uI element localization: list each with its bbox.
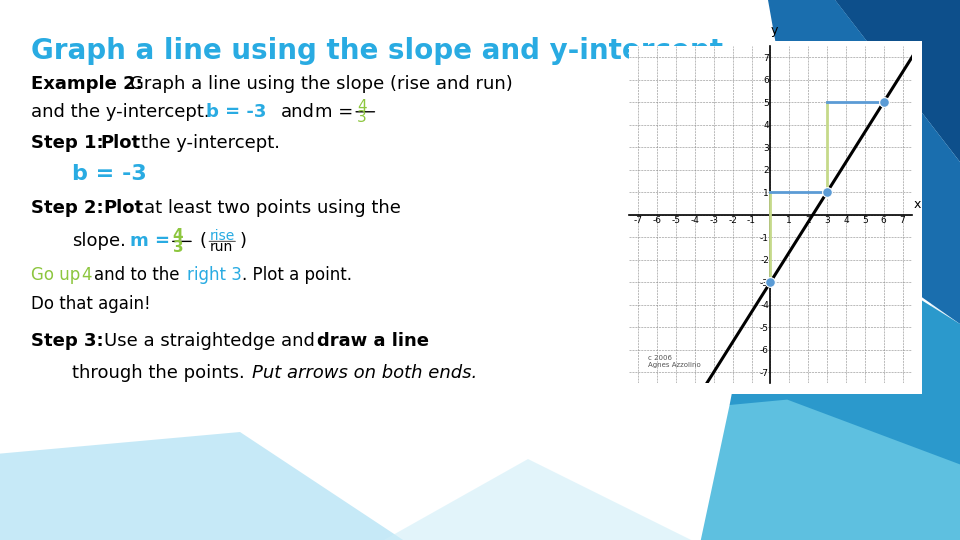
Text: ): ) bbox=[240, 232, 247, 251]
Text: draw a line: draw a line bbox=[317, 332, 429, 350]
Text: Plot: Plot bbox=[104, 199, 144, 217]
Text: 3: 3 bbox=[173, 240, 183, 255]
Text: rise: rise bbox=[209, 229, 234, 243]
Text: at least two points using the: at least two points using the bbox=[144, 199, 401, 217]
Text: Do that again!: Do that again! bbox=[31, 295, 151, 313]
Text: . Plot a point.: . Plot a point. bbox=[242, 266, 352, 285]
Text: y: y bbox=[771, 24, 778, 37]
Polygon shape bbox=[701, 400, 960, 540]
Text: right 3: right 3 bbox=[187, 266, 242, 285]
Text: Example 2:: Example 2: bbox=[31, 75, 142, 93]
Text: 4: 4 bbox=[173, 228, 183, 244]
Text: 4: 4 bbox=[357, 99, 367, 114]
Text: and the y-intercept.: and the y-intercept. bbox=[31, 103, 209, 121]
FancyBboxPatch shape bbox=[0, 0, 931, 540]
Text: Plot: Plot bbox=[101, 134, 141, 152]
Text: (: ( bbox=[200, 232, 206, 251]
Text: and to the: and to the bbox=[94, 266, 180, 285]
Text: Step 2:: Step 2: bbox=[31, 199, 104, 217]
Text: Use a straightedge and: Use a straightedge and bbox=[104, 332, 315, 350]
Text: m =: m = bbox=[130, 232, 170, 251]
Text: m =: m = bbox=[315, 103, 353, 121]
Text: 4: 4 bbox=[82, 266, 92, 285]
Text: slope.: slope. bbox=[72, 232, 126, 251]
Polygon shape bbox=[768, 0, 960, 324]
Text: x: x bbox=[914, 198, 922, 211]
Polygon shape bbox=[0, 432, 403, 540]
Polygon shape bbox=[730, 205, 960, 475]
Text: and: and bbox=[281, 103, 315, 121]
Text: c 2006
Agnes Azzolino: c 2006 Agnes Azzolino bbox=[648, 355, 701, 368]
Text: run: run bbox=[209, 240, 232, 254]
Text: Go up: Go up bbox=[31, 266, 80, 285]
Text: Put arrows on both ends.: Put arrows on both ends. bbox=[252, 363, 477, 382]
Text: b = -3: b = -3 bbox=[206, 103, 267, 121]
Text: Graph a line using the slope and y-intercept: Graph a line using the slope and y-inter… bbox=[31, 37, 723, 65]
Polygon shape bbox=[835, 0, 960, 162]
Polygon shape bbox=[384, 459, 691, 540]
Text: b = -3: b = -3 bbox=[72, 164, 147, 184]
Text: Step 1:: Step 1: bbox=[31, 134, 104, 152]
Text: the y-intercept.: the y-intercept. bbox=[141, 134, 280, 152]
Text: Step 3:: Step 3: bbox=[31, 332, 104, 350]
FancyBboxPatch shape bbox=[619, 40, 922, 394]
Text: Graph a line using the slope (rise and run): Graph a line using the slope (rise and r… bbox=[130, 75, 513, 93]
Text: 3: 3 bbox=[357, 110, 367, 125]
Text: through the points.: through the points. bbox=[72, 363, 245, 382]
